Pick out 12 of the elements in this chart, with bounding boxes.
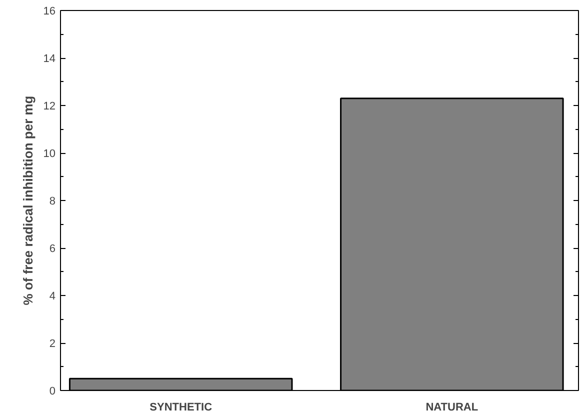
y-tick-label: 8: [49, 196, 56, 208]
y-tick-label: 6: [49, 243, 56, 255]
y-tick-label: 16: [43, 6, 56, 18]
y-tick-label: 4: [49, 290, 56, 302]
y-tick-label: 10: [43, 148, 56, 160]
x-tick-label: NATURAL: [426, 402, 478, 414]
y-tick-label: 12: [43, 100, 56, 112]
y-tick-label: 14: [43, 53, 56, 65]
y-tick-label: 0: [49, 386, 56, 398]
x-tick-label: SYNTHETIC: [150, 402, 212, 414]
y-axis-title: % of free radical inhibition per mg: [20, 96, 36, 306]
y-tick-label: 2: [49, 338, 56, 350]
